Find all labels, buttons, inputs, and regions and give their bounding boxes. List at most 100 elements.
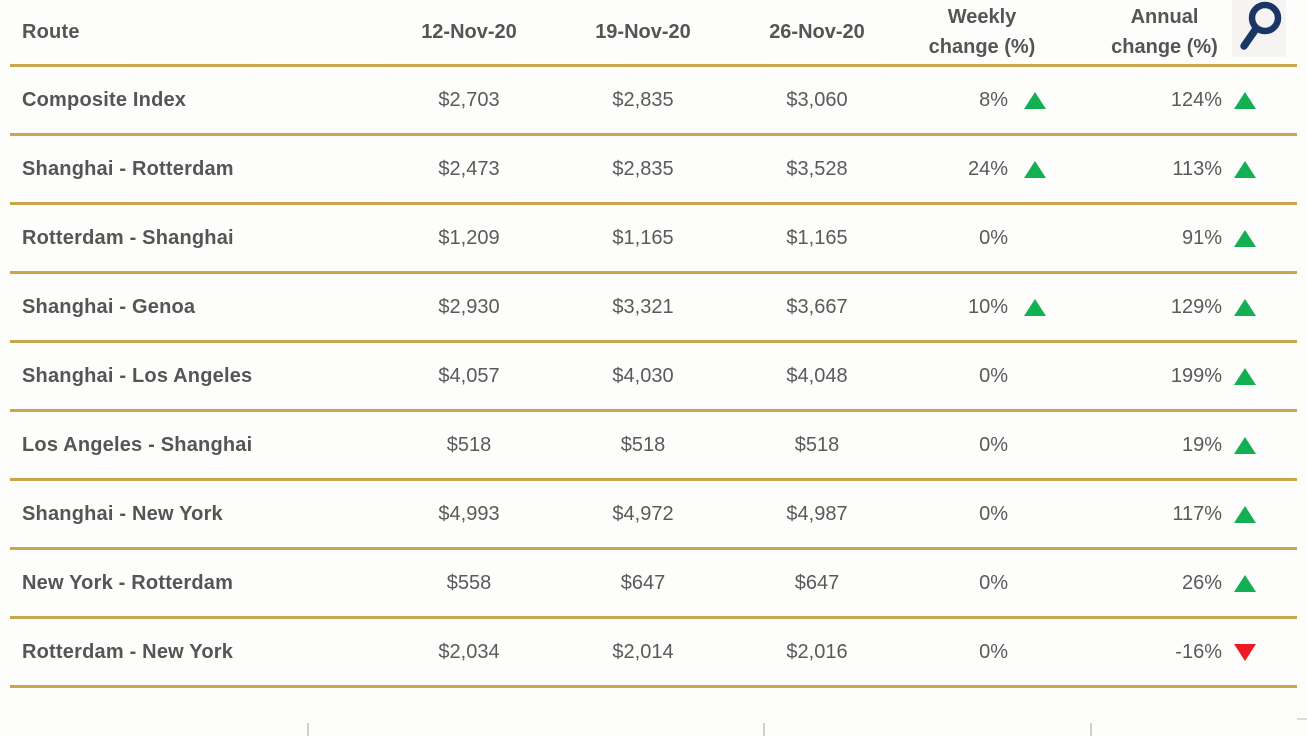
rate-12nov: $2,930 [438,295,500,318]
weekly-change-cell: 0% [904,503,1060,526]
weekly-change-value: 0% [979,571,1008,594]
annual-change-cell: 19% [1060,434,1297,457]
annual-change-cell: 26% [1060,572,1297,595]
table-row: Composite Index $2,703 $2,835 $3,060 8% … [10,67,1297,136]
trend-triangle-icon [1234,367,1256,385]
trend-triangle-icon [1234,574,1256,592]
weekly-change-value: 10% [967,295,1008,318]
route-name: Rotterdam - New York [22,640,234,663]
table-row: Shanghai - Los Angeles $4,057 $4,030 $4,… [10,343,1297,412]
rate-12nov: $2,703 [438,88,500,111]
rate-19nov: $3,321 [612,295,674,318]
column-header-date-3: 26-Nov-20 [769,20,865,43]
rate-12nov: $1,209 [438,226,500,249]
weekly-change-cell: 0% [904,434,1060,457]
rate-26nov: $3,528 [786,157,848,180]
route-name: Rotterdam - Shanghai [22,226,234,249]
weekly-change-value: 0% [979,364,1008,387]
annual-change-value: 124% [1170,88,1222,111]
annual-change-value: 26% [1181,571,1222,594]
annual-change-value: 117% [1172,502,1222,525]
rate-19nov: $518 [620,433,666,456]
weekly-change-value: 24% [967,157,1008,180]
trend-triangle-icon [1024,160,1046,178]
weekly-change-cell: 0% [904,365,1060,388]
annual-change-cell: 124% [1060,89,1297,112]
rate-26nov: $4,987 [786,502,848,525]
annual-change-cell: -16% [1060,641,1297,664]
column-header-weekly-change: Weekly change (%) [928,6,1036,58]
trend-triangle-icon [1234,298,1256,316]
table-header-row: Route 12-Nov-20 19-Nov-20 26-Nov-20 Week… [10,0,1297,67]
column-header-route: Route [22,20,80,43]
weekly-change-value: 8% [979,88,1008,111]
weekly-change-cell: 10% [904,296,1060,319]
table-row: Shanghai - Genoa $2,930 $3,321 $3,667 10… [10,274,1297,343]
trend-triangle-icon [1234,229,1256,247]
table-row: Rotterdam - Shanghai $1,209 $1,165 $1,16… [10,205,1297,274]
rate-12nov: $4,057 [438,364,500,387]
trend-triangle-icon [1234,91,1256,109]
table-row: Shanghai - New York $4,993 $4,972 $4,987… [10,481,1297,550]
bottom-rule-stub [1297,718,1307,720]
weekly-change-cell: 0% [904,572,1060,595]
route-name: New York - Rotterdam [22,571,234,594]
column-guide-tick [307,723,309,736]
rate-26nov: $518 [794,433,840,456]
table-row: Shanghai - Rotterdam $2,473 $2,835 $3,52… [10,136,1297,205]
rate-12nov: $2,473 [438,157,500,180]
magnifier-icon [1240,1,1282,50]
rate-12nov: $2,034 [438,640,500,663]
table-row: Los Angeles - Shanghai $518 $518 $518 0%… [10,412,1297,481]
route-name: Shanghai - Rotterdam [22,157,234,180]
annual-change-cell: 117% [1060,503,1297,526]
weekly-change-value: 0% [979,433,1008,456]
rate-26nov: $3,060 [786,88,848,111]
route-name: Los Angeles - Shanghai [22,433,253,456]
annual-change-value: 129% [1170,295,1222,318]
weekly-change-value: 0% [979,640,1008,663]
weekly-change-cell: 0% [904,227,1060,250]
annual-change-value: -16% [1175,640,1222,663]
rate-19nov: $2,014 [612,640,674,663]
route-name: Shanghai - New York [22,502,223,525]
rate-12nov: $4,993 [438,502,500,525]
rate-26nov: $647 [794,571,840,594]
table-row: Rotterdam - New York $2,034 $2,014 $2,01… [10,619,1297,688]
rate-19nov: $2,835 [612,88,674,111]
column-header-date-1: 12-Nov-20 [421,20,517,43]
rate-12nov: $558 [446,571,492,594]
route-name: Shanghai - Los Angeles [22,364,253,387]
rate-19nov: $2,835 [612,157,674,180]
annual-change-cell: 113% [1060,158,1297,181]
rate-19nov: $1,165 [612,226,674,249]
annual-change-cell: 91% [1060,227,1297,250]
search-button[interactable] [1232,0,1286,57]
rate-19nov: $647 [620,571,666,594]
rate-26nov: $2,016 [786,640,848,663]
route-name: Composite Index [22,88,187,111]
annual-change-value: 113% [1172,157,1222,180]
weekly-change-cell: 24% [904,158,1060,181]
annual-change-cell: 129% [1060,296,1297,319]
column-guide-tick [763,723,765,736]
rate-26nov: $1,165 [786,226,848,249]
annual-change-value: 19% [1181,433,1222,456]
weekly-change-value: 0% [979,502,1008,525]
rate-26nov: $4,048 [786,364,848,387]
rate-19nov: $4,972 [612,502,674,525]
freight-rates-table: Route 12-Nov-20 19-Nov-20 26-Nov-20 Week… [10,0,1297,688]
weekly-change-value: 0% [979,226,1008,249]
rate-26nov: $3,667 [786,295,848,318]
trend-triangle-icon [1234,505,1256,523]
rate-19nov: $4,030 [612,364,674,387]
table-row: New York - Rotterdam $558 $647 $647 0% 2… [10,550,1297,619]
route-name: Shanghai - Genoa [22,295,196,318]
annual-change-value: 91% [1181,226,1222,249]
weekly-change-cell: 8% [904,89,1060,112]
column-guide-tick [1090,723,1092,736]
annual-change-value: 199% [1170,364,1222,387]
rate-12nov: $518 [446,433,492,456]
weekly-change-cell: 0% [904,641,1060,664]
